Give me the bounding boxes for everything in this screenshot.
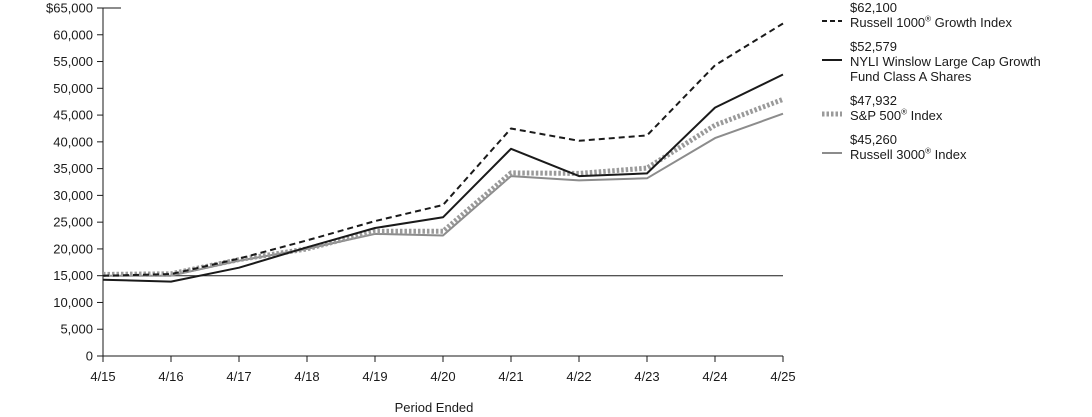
line-chart: $65,000 60,000 55,000 50,000 45,000 40,000 35,… <box>46 1 796 416</box>
x-tick-label: 4/24 <box>702 369 727 384</box>
legend-label-line2: Fund Class A Shares <box>850 69 972 84</box>
x-axis-title: Period Ended <box>395 400 474 415</box>
series-line-3 <box>103 112 784 277</box>
solid-line-swatch <box>822 59 842 61</box>
dotted-line-swatch <box>822 111 842 117</box>
y-tick-label: 5,000 <box>60 322 93 337</box>
y-tick-label: 15,000 <box>53 268 93 283</box>
y-tick-label: 55,000 <box>53 54 93 69</box>
y-tick-label: 20,000 <box>53 241 93 256</box>
y-tick-label: 45,000 <box>53 108 93 123</box>
series-line-1 <box>102 73 784 283</box>
legend-value: $52,579 <box>850 39 897 54</box>
y-axis: $65,000 60,000 55,000 50,000 45,000 40,000 35,… <box>46 1 121 364</box>
x-axis: 4/15 4/16 4/17 4/18 4/19 4/20 4/21 4/22 4/23 4/24… <box>90 355 796 384</box>
y-tick-label: 25,000 <box>53 215 93 230</box>
series-line-0 <box>102 22 784 277</box>
y-tick-label: 60,000 <box>53 27 93 42</box>
x-tick-label: 4/15 <box>90 369 115 384</box>
x-tick-label: 4/21 <box>498 369 523 384</box>
x-tick-label: 4/18 <box>294 369 319 384</box>
y-tick-label: 40,000 <box>53 134 93 149</box>
legend-label: S&P 500® Index <box>850 107 943 123</box>
gray-line-swatch <box>822 152 842 154</box>
legend-label: Russell 3000® Index <box>850 146 967 162</box>
legend: $62,100 Russell 1000® Growth Index $52,5… <box>822 0 1090 166</box>
legend-item-nyli-winslow: $52,579 NYLI Winslow Large Cap Growth Fu… <box>822 39 1090 84</box>
y-tick-label: 50,000 <box>53 81 93 96</box>
legend-item-sp500: $47,932 S&P 500® Index <box>822 93 1090 123</box>
x-tick-label: 4/20 <box>430 369 455 384</box>
series-line-2 <box>102 97 784 277</box>
legend-label: NYLI Winslow Large Cap Growth <box>850 54 1041 69</box>
x-tick-label: 4/19 <box>362 369 387 384</box>
legend-value: $62,100 <box>850 0 897 15</box>
x-tick-label: 4/25 <box>770 369 795 384</box>
y-tick-label: 35,000 <box>53 161 93 176</box>
y-tick-label: $65,000 <box>46 1 93 16</box>
y-tick-label: 10,000 <box>53 295 93 310</box>
legend-item-russell-3000: $45,260 Russell 3000® Index <box>822 132 1090 162</box>
legend-value: $45,260 <box>850 132 897 147</box>
legend-value: $47,932 <box>850 93 897 108</box>
x-tick-label: 4/16 <box>158 369 183 384</box>
y-tick-label: 30,000 <box>53 188 93 203</box>
series-layer <box>102 22 784 283</box>
legend-label: Russell 1000® Growth Index <box>850 14 1012 30</box>
x-tick-label: 4/23 <box>634 369 659 384</box>
legend-item-russell-1000-growth: $62,100 Russell 1000® Growth Index <box>822 0 1090 30</box>
y-tick-label: 0 <box>86 349 93 364</box>
x-tick-label: 4/17 <box>226 369 251 384</box>
dashed-line-swatch <box>822 20 842 22</box>
x-tick-label: 4/22 <box>566 369 591 384</box>
